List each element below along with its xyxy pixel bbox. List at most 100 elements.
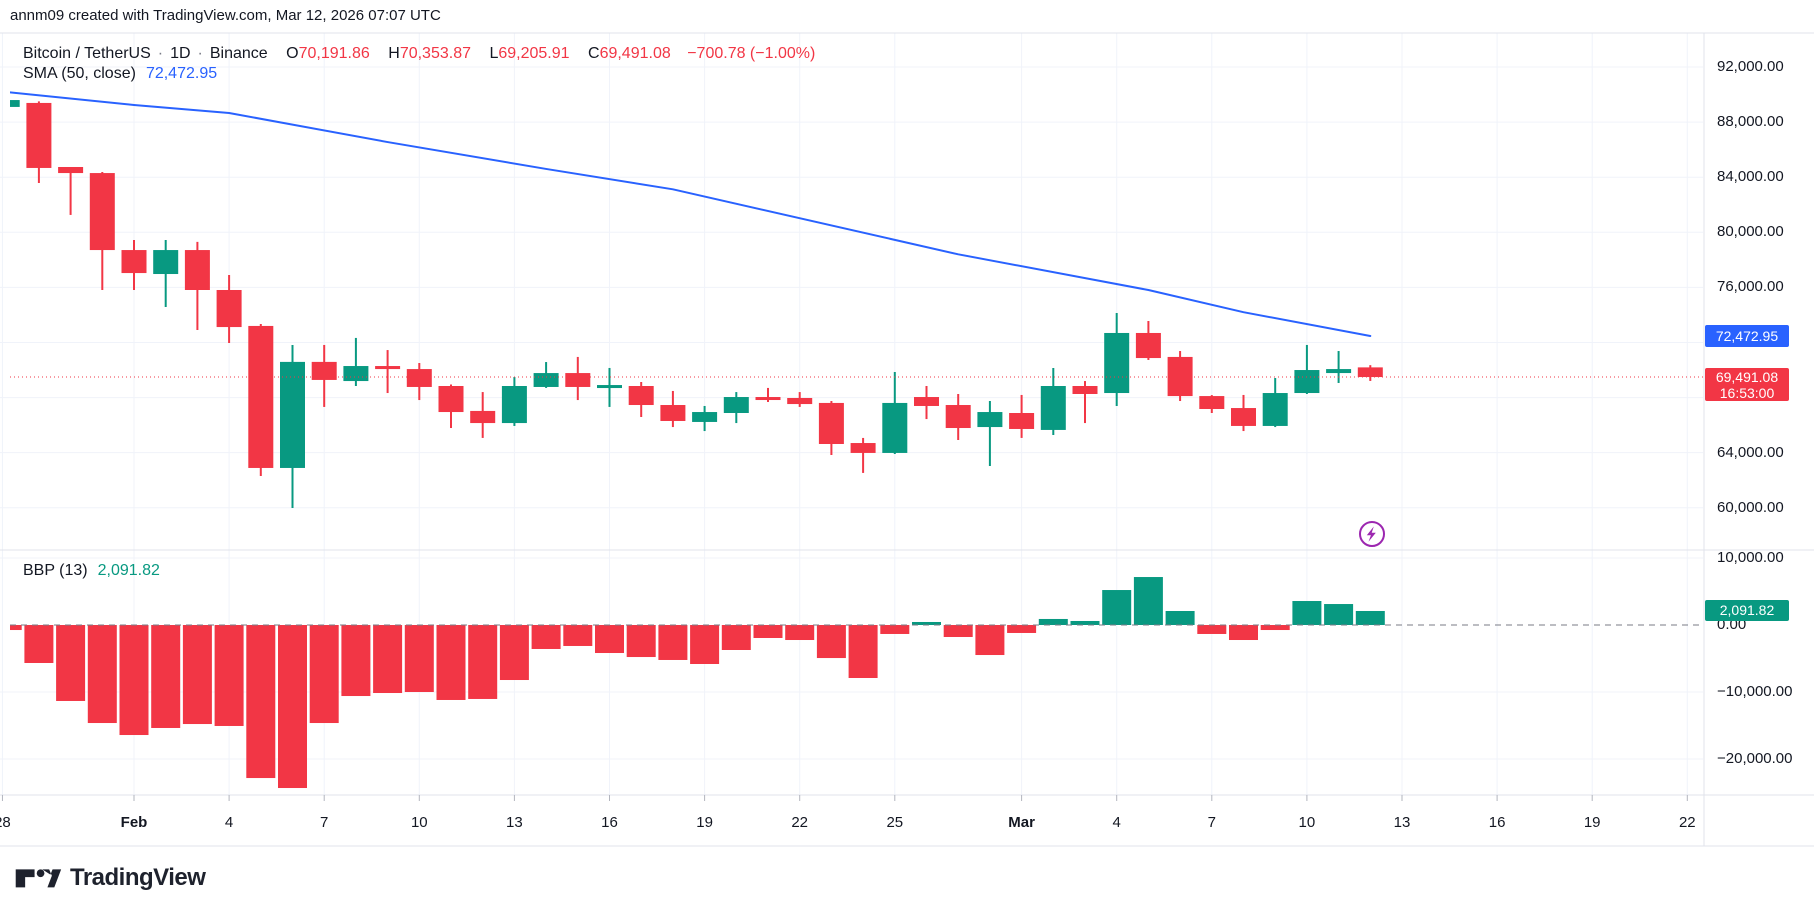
bbp-bar (151, 625, 181, 728)
candle-body (1199, 396, 1225, 410)
candle (1104, 313, 1130, 406)
sma-badge-value: 72,472.95 (1715, 328, 1779, 344)
price-axis-label: 80,000.00 (1717, 223, 1784, 241)
bbp-value-badge: 2,091.82 (1705, 600, 1789, 621)
bbp-bar (785, 625, 815, 641)
candle (1326, 351, 1352, 383)
candle-body (184, 250, 210, 290)
bbp-bar (626, 625, 656, 658)
candle (882, 371, 908, 455)
tradingview-logo-mark-icon (15, 869, 62, 888)
time-axis-label: 7 (320, 814, 329, 831)
sma-line (10, 91, 1372, 337)
candle-body (153, 250, 179, 275)
candle-body (977, 412, 1003, 428)
bbp-bar (1070, 620, 1100, 626)
bbp-badge-value: 2,091.82 (1719, 602, 1775, 618)
symbol-title: Bitcoin / TetherUS (23, 45, 151, 62)
candle (343, 337, 369, 387)
candle-body (1326, 369, 1352, 374)
time-axis-label: Feb (120, 814, 148, 831)
bbp-bar (56, 625, 86, 701)
candle (153, 239, 179, 307)
candle-body (882, 402, 908, 453)
candle-body (89, 173, 115, 251)
candle-body (597, 385, 622, 389)
candle (58, 166, 84, 215)
bbp-bar (753, 625, 783, 639)
time-axis-label: 25 (886, 814, 904, 831)
candle (26, 101, 52, 183)
candle-body (1009, 413, 1035, 429)
low-value: 69,205.91 (498, 45, 570, 62)
high-value: 70,353.87 (399, 45, 471, 62)
change-value: −700.78 (−1.00%) (687, 45, 816, 62)
bbp-bar (214, 625, 244, 726)
candle (375, 350, 401, 394)
candle (1072, 381, 1098, 424)
bbp-bar (880, 625, 910, 634)
exchange-label: Binance (209, 45, 268, 62)
separator-dot: · (197, 45, 203, 62)
separator-dot: · (157, 45, 164, 62)
time-axis-label: 13 (1393, 814, 1411, 831)
candle-body (1167, 356, 1193, 397)
bbp-bar (848, 625, 878, 679)
candle-body (628, 386, 654, 406)
candle (1294, 344, 1320, 394)
candle-body (121, 250, 147, 274)
time-axis-label: 10 (410, 814, 428, 831)
candle (406, 363, 432, 401)
time-axis-label: 19 (696, 814, 713, 831)
bbp-bar (10, 625, 22, 631)
candle-body (1294, 370, 1320, 394)
price-axis-label: 84,000.00 (1717, 168, 1784, 186)
bbp-bar (1324, 604, 1354, 626)
bbp-bar (1102, 590, 1132, 626)
sma-legend-row: SMA (50, close) 72,472.95 (23, 64, 815, 84)
candle (10, 100, 20, 107)
candle-body (1040, 386, 1066, 430)
candle (1231, 394, 1256, 432)
candle-body (58, 166, 84, 174)
candle (121, 239, 147, 290)
candle-body (1357, 367, 1383, 378)
candle (945, 393, 971, 440)
time-axis-label: 13 (506, 814, 523, 831)
interval-label: 1D (170, 45, 191, 62)
attribution-text: annm09 created with TradingView.com, Mar… (10, 7, 441, 24)
series-marks (10, 91, 1385, 789)
bbp-label: BBP (13) (23, 562, 88, 579)
bbp-bar (499, 625, 529, 681)
price-axis-label: 60,000.00 (1717, 498, 1784, 516)
bbp-axis-label: −10,000.00 (1717, 683, 1793, 700)
candle-body (375, 366, 401, 370)
tradingview-logo[interactable]: TradingView (14, 864, 206, 892)
price-axis-label: 92,000.00 (1717, 57, 1784, 75)
candle (216, 274, 242, 344)
candle-body (533, 373, 559, 387)
candle-body (438, 386, 464, 413)
candle (311, 344, 337, 407)
candle-body (1135, 332, 1161, 359)
sma-price-badge: 72,472.95 (1705, 325, 1789, 347)
price-axis-label: 88,000.00 (1717, 113, 1784, 131)
time-axis-label: 7 (1207, 814, 1216, 831)
bbp-axis-label: −20,000.00 (1717, 750, 1793, 767)
candle (723, 392, 749, 424)
bbp-bar (182, 625, 212, 725)
candle-body (26, 102, 52, 168)
candle (1262, 378, 1288, 428)
open-label: O (286, 45, 299, 62)
close-value: 69,491.08 (599, 45, 671, 62)
tradingview-logo-text: TradingView (70, 864, 206, 891)
bbp-bar (912, 621, 941, 626)
bbp-bar (119, 625, 149, 736)
candle (470, 392, 496, 438)
candle-body (945, 405, 971, 429)
candle (438, 384, 464, 429)
candle (628, 382, 654, 417)
time-axis-label: 4 (1112, 814, 1121, 831)
candle-body (818, 402, 844, 444)
